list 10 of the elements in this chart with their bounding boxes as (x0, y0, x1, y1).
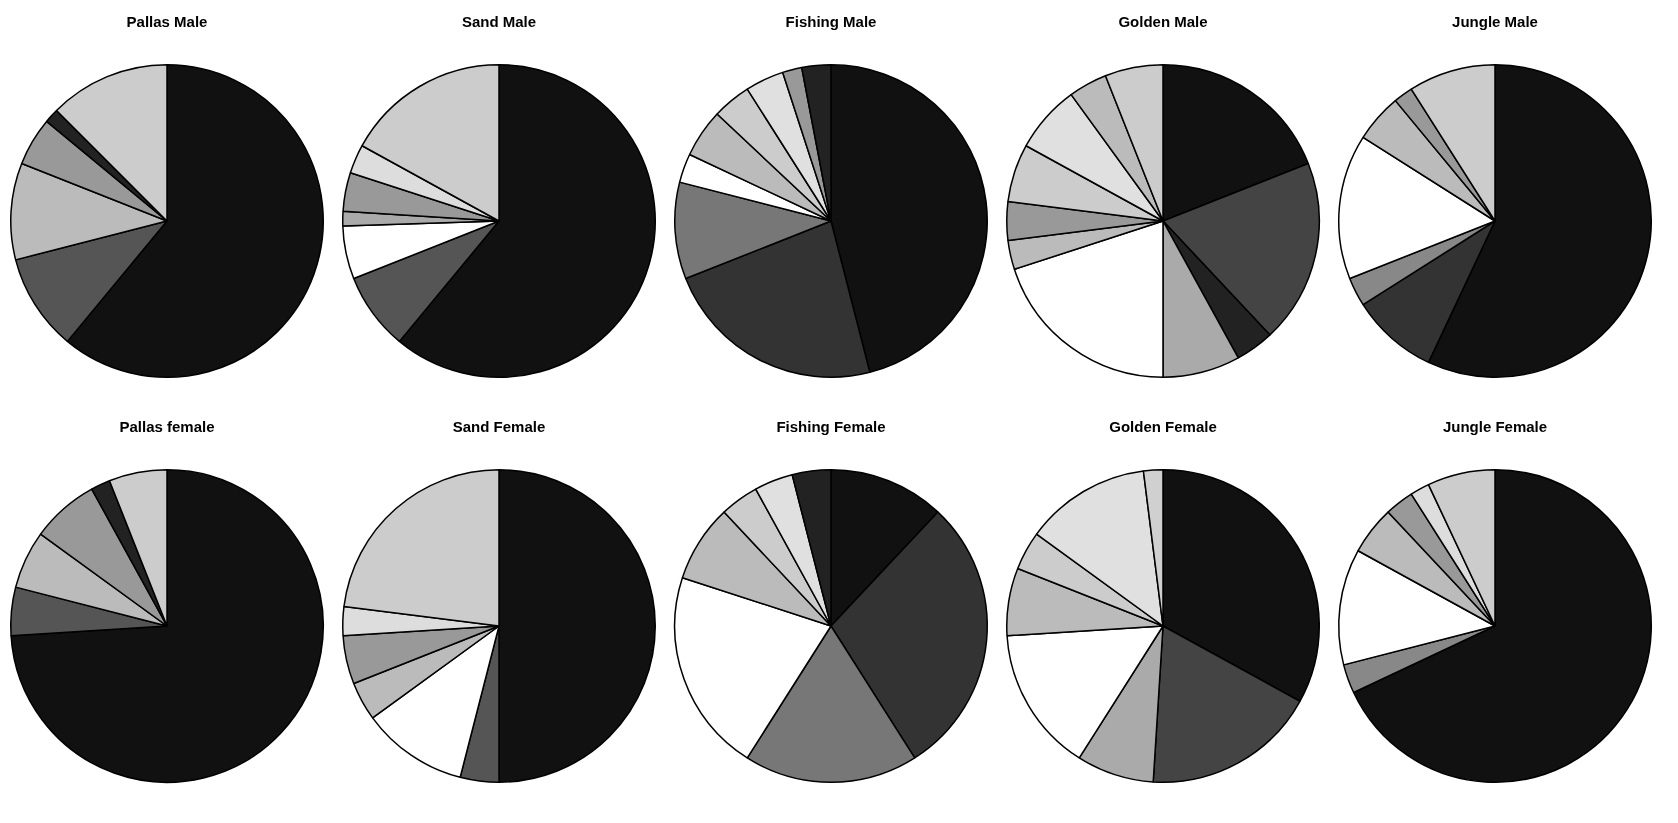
chart-title: Sand Male (461, 13, 537, 31)
chart-title: Fishing Male (785, 13, 877, 31)
chart-title: Jungle Female (1442, 418, 1548, 436)
chart-title: Jungle Male (1452, 13, 1538, 31)
chart-title: Fishing Female (776, 418, 886, 436)
chart-title: Sand Female (452, 418, 546, 436)
chart-title: Pallas Male (126, 13, 208, 31)
chart-title: Golden Female (1109, 418, 1217, 436)
chart-title: Pallas female (119, 418, 215, 436)
chart-title: Golden Male (1118, 13, 1208, 31)
